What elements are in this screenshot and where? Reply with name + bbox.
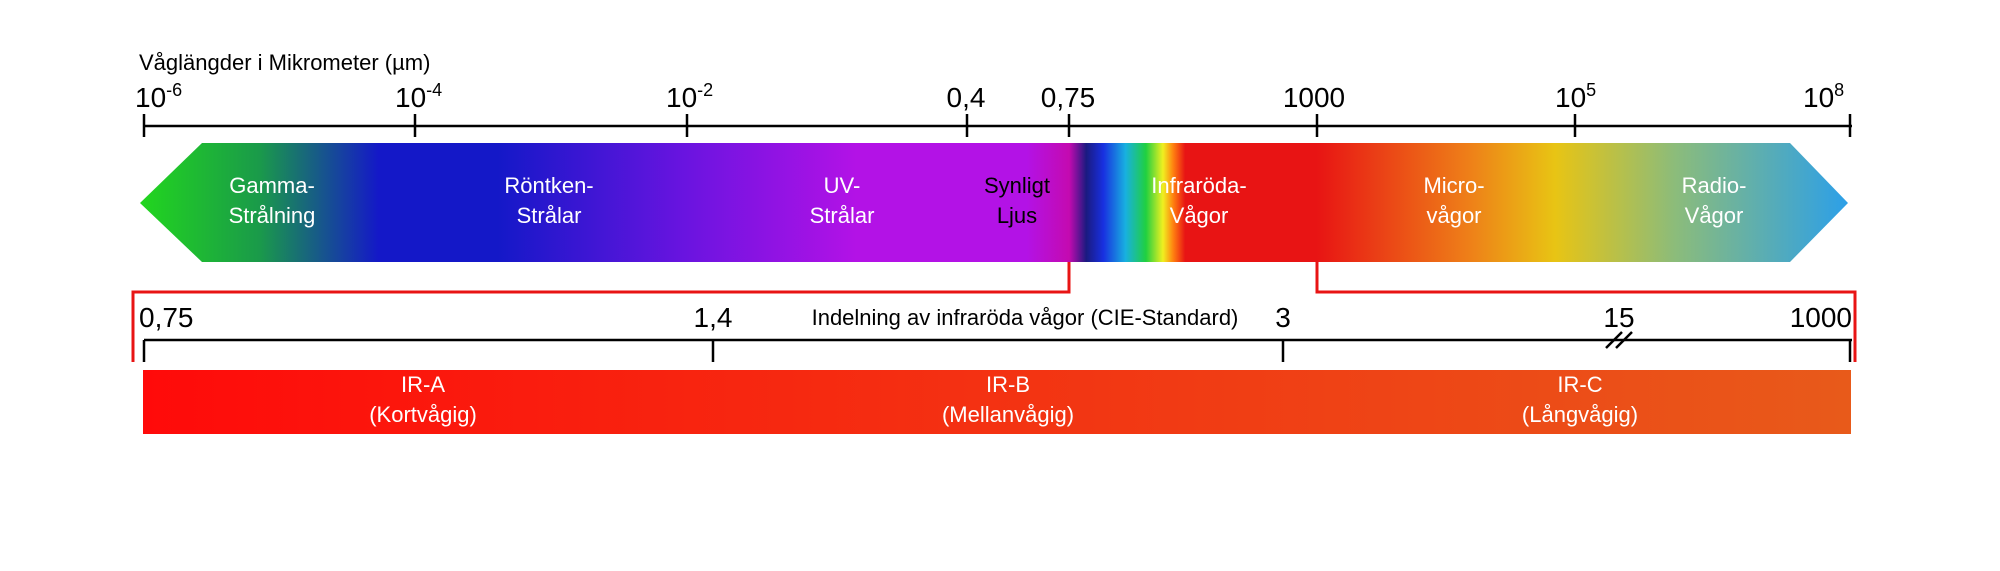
electromagnetic-spectrum-band	[140, 143, 1848, 262]
microwave-label-line2: vågor	[1426, 203, 1481, 228]
top-tick-label: 108	[1803, 80, 1844, 113]
uv-label-line1: UV-	[824, 173, 861, 198]
wavelength-scale-title: Våglängder i Mikrometer (µm)	[139, 50, 430, 75]
ir-tick-label: 1,4	[694, 302, 733, 333]
top-tick-label: 1000	[1283, 82, 1345, 113]
axis-break-mark	[1605, 331, 1623, 349]
visible-light-label-line1: Synligt	[984, 173, 1050, 198]
ir-a-desc: (Kortvågig)	[369, 402, 477, 427]
ir-tick-label: 15	[1603, 302, 1634, 333]
gamma-label-line1: Gamma-	[229, 173, 315, 198]
top-tick-label: 10-2	[666, 80, 713, 113]
ir-tick-label: 1000	[1790, 302, 1852, 333]
ir-subdivision-band	[143, 370, 1851, 434]
ir-a-name: IR-A	[401, 372, 445, 397]
xray-label-line2: Strålar	[517, 203, 582, 228]
top-tick-label: 10-4	[395, 80, 442, 113]
top-tick-label: 105	[1555, 80, 1596, 113]
microwave-label-line1: Micro-	[1423, 173, 1484, 198]
infrared-label-line1: Infraröda-	[1151, 173, 1246, 198]
ir-axis: 0,75 1,4 3 15 1000	[139, 302, 1852, 362]
ir-scale-title: Indelning av infraröda vågor (CIE-Standa…	[812, 305, 1239, 330]
top-axis: 10-6 10-4 10-2 0,4 0,75 1000 105 108	[135, 80, 1852, 137]
ir-b-name: IR-B	[986, 372, 1030, 397]
ir-tick-label: 0,75	[139, 302, 194, 333]
ir-band-labels: IR-A (Kortvågig) IR-B (Mellanvågig) IR-C…	[369, 372, 1638, 427]
top-tick-label: 10-6	[135, 80, 182, 113]
infrared-zoom-bracket	[131, 262, 1857, 362]
ir-c-name: IR-C	[1557, 372, 1602, 397]
top-tick-label: 0,4	[947, 82, 986, 113]
radio-label-line1: Radio-	[1682, 173, 1747, 198]
top-tick-label: 0,75	[1041, 82, 1096, 113]
xray-label-line1: Röntken-	[504, 173, 593, 198]
radio-label-line2: Vågor	[1685, 203, 1744, 228]
spectrum-band-labels: Gamma- Strålning Röntken- Strålar UV- St…	[229, 173, 1747, 228]
uv-label-line2: Strålar	[810, 203, 875, 228]
axis-break-mark	[1615, 331, 1633, 349]
infrared-label-line2: Vågor	[1170, 203, 1229, 228]
ir-tick-label: 3	[1275, 302, 1291, 333]
ir-c-desc: (Långvågig)	[1522, 402, 1638, 427]
gamma-label-line2: Strålning	[229, 203, 316, 228]
ir-b-desc: (Mellanvågig)	[942, 402, 1074, 427]
visible-light-label-line2: Ljus	[997, 203, 1037, 228]
